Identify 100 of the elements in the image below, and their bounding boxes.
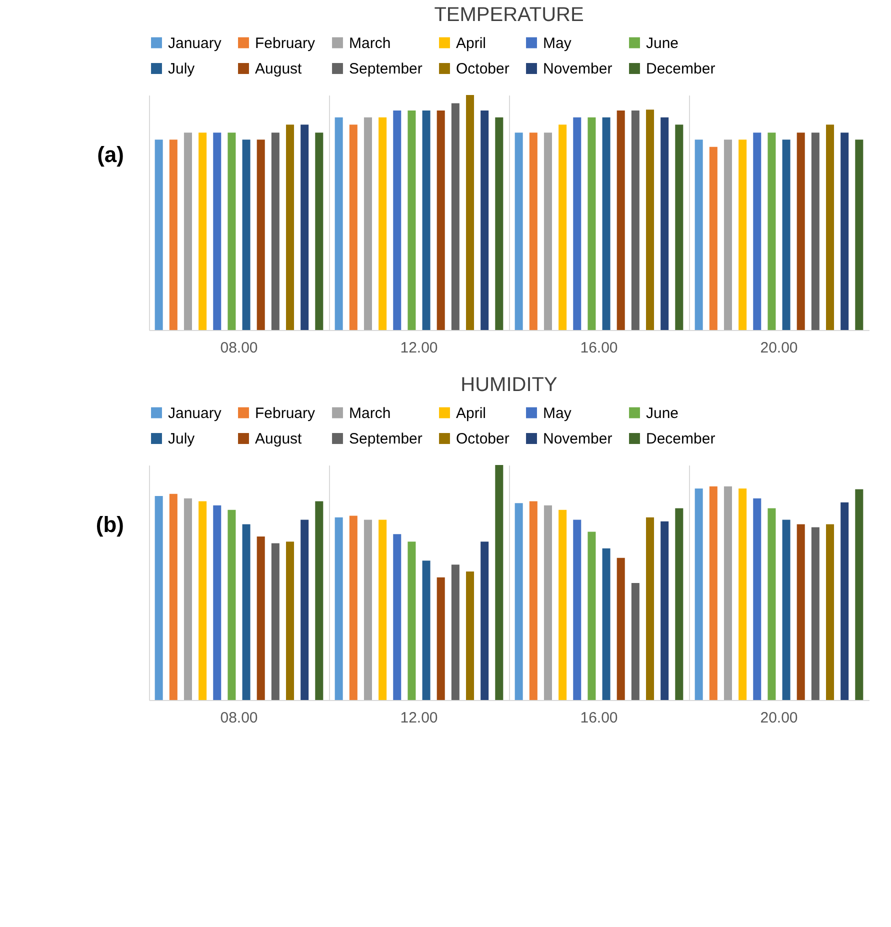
bar: [334, 517, 343, 700]
legend-label: December: [646, 60, 716, 78]
bar: [364, 117, 372, 330]
legend-label: June: [646, 34, 679, 52]
bar: [213, 132, 222, 330]
text: (b): [96, 512, 124, 537]
bar: [694, 140, 703, 330]
bar: [436, 577, 445, 700]
bar: [796, 132, 805, 330]
legend-label: February: [255, 404, 316, 422]
bar: [840, 502, 849, 700]
bar: [675, 508, 684, 700]
bar: [573, 520, 582, 700]
bar: [646, 517, 654, 700]
bar: [154, 140, 163, 330]
bar: [334, 117, 343, 330]
bar: [738, 140, 747, 330]
bar: [529, 501, 538, 700]
bar: [855, 489, 864, 700]
bar: [408, 110, 416, 330]
bar: [529, 132, 538, 330]
text: (a): [97, 142, 124, 167]
bar: [514, 503, 523, 700]
bar: [315, 501, 324, 700]
legend-label: October: [456, 60, 510, 78]
bar: [709, 146, 718, 330]
bar: [738, 488, 747, 700]
bar: [256, 536, 265, 700]
x-tick-label: 20.00: [760, 340, 798, 356]
bar: [393, 110, 402, 330]
bar: [466, 571, 474, 700]
bar: [436, 110, 445, 330]
bar: [646, 110, 654, 330]
bar: [286, 542, 294, 700]
bar: [631, 582, 640, 700]
bar: [451, 564, 460, 700]
bar: [242, 140, 250, 330]
bar: [495, 465, 504, 700]
bar: [558, 510, 567, 700]
bar: [364, 520, 372, 700]
bar: [198, 501, 207, 700]
bar: [184, 132, 192, 330]
bar: [256, 140, 265, 330]
x-tick-label: 12.00: [400, 340, 438, 356]
bar: [588, 532, 596, 700]
bar: [782, 520, 790, 700]
x-tick-label: 16.00: [580, 340, 618, 356]
legend-label: October: [456, 430, 510, 448]
legend-label: July: [168, 60, 196, 78]
bar: [286, 124, 294, 330]
bar: [378, 117, 387, 330]
legend-label: August: [255, 430, 303, 448]
bar: [768, 508, 776, 700]
bar: [631, 110, 640, 330]
legend-label: January: [168, 34, 222, 52]
bar: [242, 524, 250, 700]
bar: [154, 496, 163, 700]
legend-label: May: [543, 34, 572, 52]
bar: [422, 560, 430, 700]
bar: [480, 110, 489, 330]
bar: [826, 124, 834, 330]
bar: [169, 140, 178, 330]
bar: [616, 110, 625, 330]
bar: [271, 543, 280, 700]
legend-label: May: [543, 404, 572, 422]
bar: [675, 124, 684, 330]
bar: [840, 132, 849, 330]
x-tick-label: 08.00: [220, 340, 258, 356]
bar: [588, 117, 596, 330]
bar: [660, 117, 669, 330]
bar: [724, 486, 732, 700]
bar: [315, 132, 324, 330]
bar: [811, 527, 820, 700]
bar: [544, 505, 552, 700]
bar: [855, 140, 864, 330]
bar: [753, 132, 762, 330]
bar: [514, 132, 523, 330]
bar: [544, 132, 552, 330]
bar: [349, 124, 358, 330]
bar: [422, 110, 430, 330]
bar: [811, 132, 820, 330]
legend-label: June: [646, 404, 679, 422]
legend-label: September: [349, 430, 422, 448]
legend-label: September: [349, 60, 422, 78]
bar: [826, 524, 834, 700]
bar: [184, 498, 192, 700]
bar: [495, 117, 504, 330]
bar: [602, 548, 610, 700]
legend-label: November: [543, 60, 612, 78]
legend-label: April: [456, 404, 486, 422]
bar: [378, 520, 387, 700]
chart-title: HUMIDITY: [460, 374, 558, 396]
bar: [660, 521, 669, 700]
bar: [213, 505, 222, 700]
x-tick-label: 12.00: [400, 710, 438, 726]
bar: [558, 124, 567, 330]
x-tick-label: 20.00: [760, 710, 798, 726]
x-tick-label: 16.00: [580, 710, 618, 726]
bar: [480, 542, 489, 700]
bar: [300, 520, 309, 700]
